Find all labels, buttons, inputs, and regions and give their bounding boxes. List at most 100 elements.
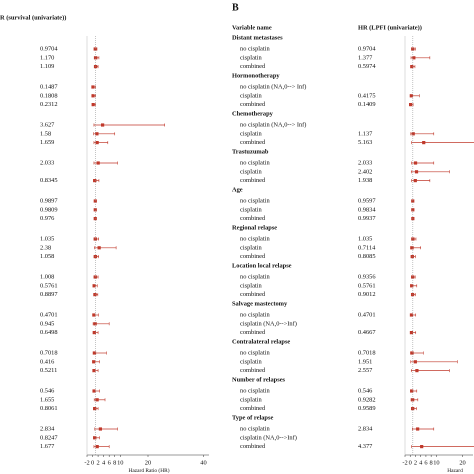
row-name: cisplatin [240,168,262,175]
group-name: Type of relapse [232,414,273,421]
x-tick-label: 6 [424,459,427,466]
value-label: 0.9282 [358,396,376,403]
point-estimate [410,293,415,297]
panel-label: B [232,2,239,13]
value-label: 0.8345 [40,177,58,184]
row-name: cisplatin [240,92,262,99]
value-label: 1.58 [40,130,51,137]
value-label: 5.163 [358,139,372,146]
value-label: 0.2312 [40,101,58,108]
row-name: combined [240,101,266,108]
value-label: 2.033 [358,159,372,166]
panel-a-title: R (survival (univariate)) [0,14,66,21]
point-estimate [96,161,100,165]
x-axis-label: Hazard [447,468,463,474]
value-label: 1.035 [40,235,54,242]
value-label: 0.9897 [40,197,58,204]
point-estimate [93,322,97,326]
row-name: combined [240,405,266,412]
row-name: cisplatin [240,206,262,213]
value-label: 0.4175 [358,92,376,99]
value-label: 1.677 [40,443,55,450]
row-name: no cisplatin [240,159,270,166]
value-label: 0.5211 [40,367,57,374]
x-tick-label: 4 [102,459,106,466]
group-name: Chemotherapy [232,110,274,117]
value-label: 0.5974 [358,63,376,70]
point-estimate [411,398,415,402]
x-tick-label: 20 [145,459,151,466]
x-tick-label: 40 [200,459,206,466]
row-name: combined [240,177,266,184]
row-name: no cisplatin [240,273,270,280]
point-estimate [92,360,96,364]
group-name: Age [232,186,243,193]
value-label: 0.945 [40,320,54,327]
value-label: 2.834 [40,425,55,432]
point-estimate [94,65,98,69]
point-estimate [410,351,414,355]
value-label: 0.546 [358,387,372,394]
row-name: combined [240,367,266,374]
value-label: 0.9809 [40,206,58,213]
row-name: combined [240,215,266,222]
value-label: 2.033 [40,159,54,166]
group-name: Distant metastases [232,34,283,41]
value-label: 0.976 [40,215,54,222]
value-label: 0.6498 [40,329,58,336]
row-name: no cisplatin [240,387,270,394]
x-tick-label: 10 [433,459,439,466]
group-name: Salvage mastectomy [232,300,288,307]
value-label: 0.546 [40,387,54,394]
row-name: cisplatin [240,130,262,137]
x-tick-label: -2 [84,459,89,466]
x-tick-label: 2 [414,459,417,466]
point-estimate [92,331,96,335]
point-estimate [92,389,96,393]
value-label: 0.9704 [358,45,376,52]
value-label: 0.7114 [358,244,376,251]
x-tick-label: 2 [96,459,99,466]
point-estimate [410,284,414,288]
panel-b-title: HR (LPFI (univariate)) [358,24,422,31]
x-tick-label: 0 [91,459,94,466]
point-estimate [93,208,97,212]
value-label: 1.109 [40,63,54,70]
point-estimate [91,85,95,89]
point-estimate [409,331,414,335]
point-estimate [92,369,96,373]
point-estimate [410,389,414,393]
point-estimate [95,141,99,145]
value-label: 0.5761 [40,282,58,289]
point-estimate [98,427,103,431]
group-name: Location local relapse [232,262,292,269]
x-tick-label: 0 [409,459,412,466]
value-label: 2.834 [358,425,373,432]
row-name: no cisplatin [240,45,270,52]
point-estimate [101,123,105,127]
value-label: 0.8085 [358,253,376,260]
point-estimate [416,427,420,431]
value-label: 0.7018 [40,349,58,356]
x-tick-label: 8 [430,459,433,466]
value-label: 0.8897 [40,291,58,298]
value-label: 0.9597 [358,197,376,204]
row-name: no cisplatin [240,197,270,204]
x-tick-label: 6 [108,459,111,466]
value-label: 3.627 [40,121,55,128]
point-estimate [409,94,413,98]
point-estimate [410,255,414,259]
value-label: 1.655 [40,396,54,403]
x-tick-label: -2 [402,459,407,466]
point-estimate [92,284,96,288]
group-name: Hormonotherapy [232,72,280,79]
row-name: cisplatin (NA,0-->Inf) [240,434,297,441]
point-estimate [413,360,417,364]
point-estimate [95,398,99,402]
row-name: cisplatin [240,396,262,403]
value-label: 0.9356 [358,273,376,280]
x-tick-label: 10 [117,459,123,466]
value-label: 1.137 [358,130,373,137]
value-label: 0.1808 [40,92,58,99]
